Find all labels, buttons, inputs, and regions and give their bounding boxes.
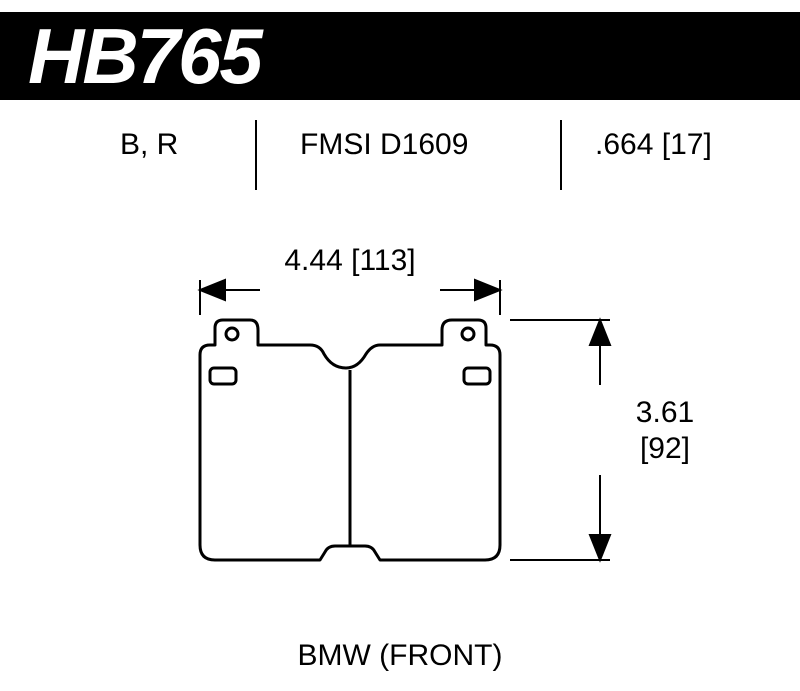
part-number: HB765: [28, 11, 261, 102]
brake-pad-diagram: [80, 240, 720, 640]
info-separator-1: [255, 120, 257, 190]
info-row: B, R FMSI D1609 .664 [17]: [0, 120, 800, 190]
diagram-area: 4.44 [113] 3.61 [92]: [80, 240, 720, 640]
info-separator-2: [560, 120, 562, 190]
header-bar: HB765: [0, 12, 800, 100]
thickness-inches: .664: [595, 128, 653, 161]
width-inches: 4.44: [284, 244, 342, 277]
width-mm: [113]: [351, 244, 416, 277]
thickness-mm: [17]: [662, 128, 712, 161]
height-mm: [92]: [640, 432, 690, 465]
brake-pad-outline: [200, 320, 500, 560]
width-dimension-arrow: [200, 280, 500, 315]
application-label: BMW (FRONT): [0, 639, 800, 673]
height-dimension-label: 3.61 [92]: [625, 395, 705, 467]
info-thickness: .664 [17]: [595, 128, 712, 162]
height-dimension-arrow: [510, 320, 610, 560]
height-inches: 3.61: [636, 396, 694, 429]
width-dimension-label: 4.44 [113]: [270, 244, 430, 278]
info-fmsi: FMSI D1609: [300, 128, 468, 162]
info-codes: B, R: [120, 128, 178, 162]
